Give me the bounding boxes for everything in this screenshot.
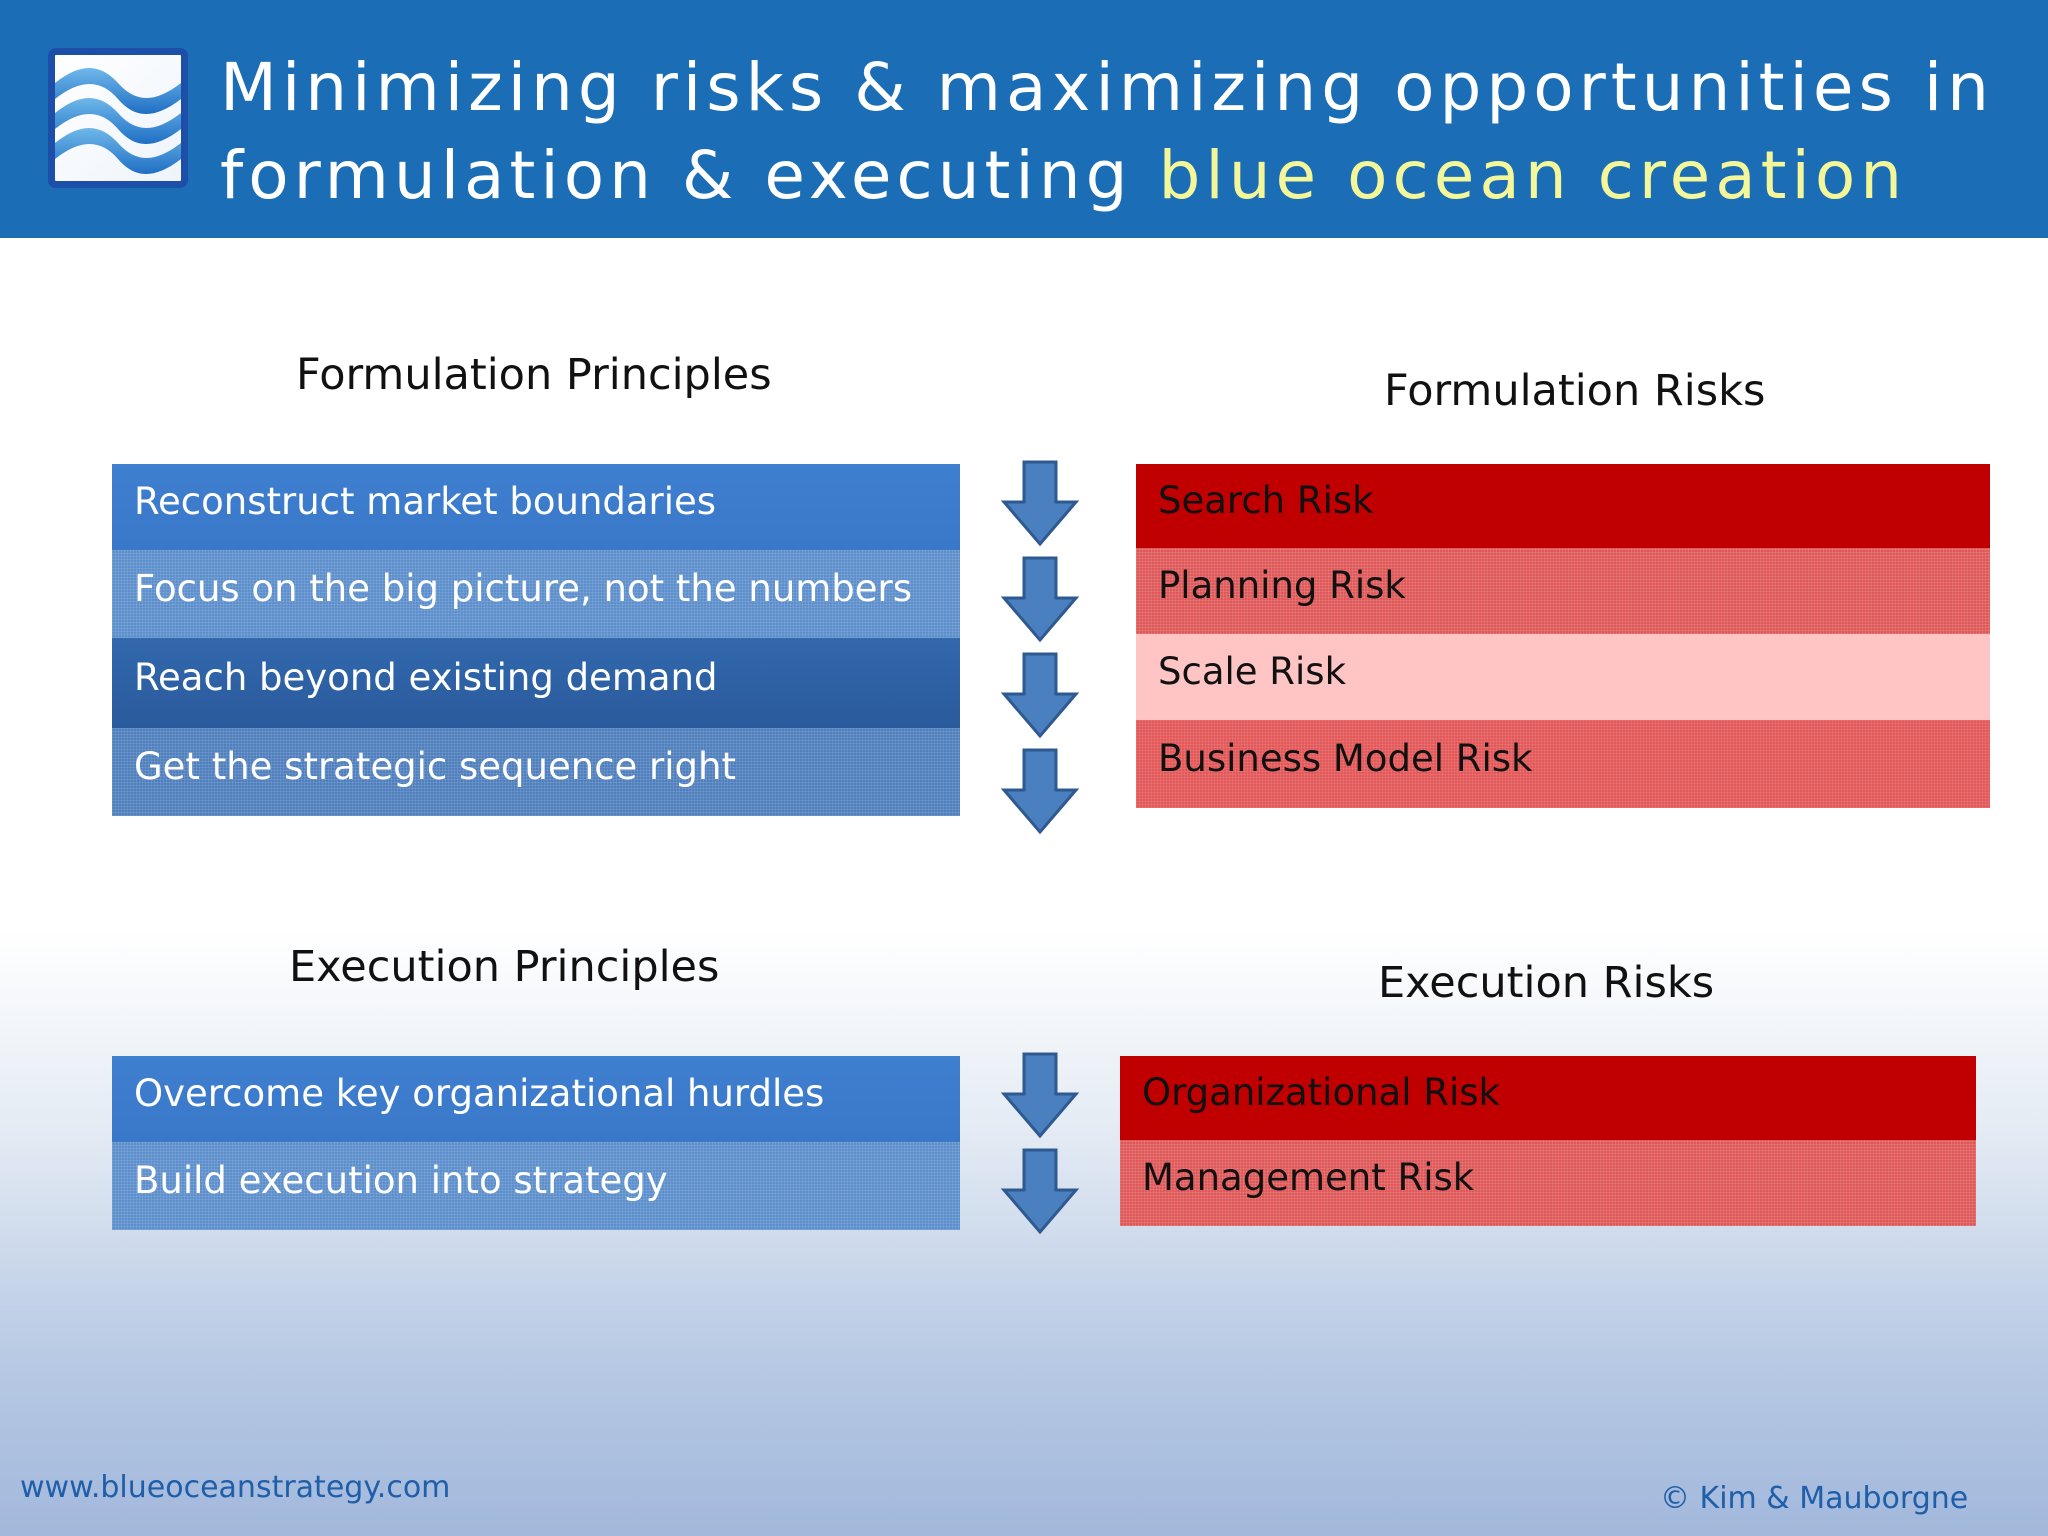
principle-label: Reach beyond existing demand bbox=[134, 655, 718, 699]
ocean-waves-icon bbox=[48, 48, 188, 188]
risk-label: Business Model Risk bbox=[1158, 736, 1533, 780]
risk-label: Management Risk bbox=[1142, 1155, 1475, 1199]
risk-label: Search Risk bbox=[1158, 478, 1374, 522]
copyright-notice: © Kim & Mauborgne bbox=[1660, 1481, 1969, 1516]
title-line-2-prefix: formulation & executing bbox=[220, 137, 1159, 214]
down-arrow-icon bbox=[1000, 460, 1080, 546]
principle-label: Overcome key organizational hurdles bbox=[134, 1071, 825, 1115]
title-line-2: formulation & executing blue ocean creat… bbox=[220, 132, 2020, 220]
title-line-1: Minimizing risks & maximizing opportunit… bbox=[220, 49, 1995, 126]
risk-label: Organizational Risk bbox=[1142, 1070, 1500, 1114]
risk-label: Planning Risk bbox=[1158, 563, 1406, 607]
principle-box: Build execution into strategy bbox=[112, 1142, 960, 1230]
header-banner: Minimizing risks & maximizing opportunit… bbox=[0, 0, 2048, 238]
down-arrow-icon bbox=[1000, 1052, 1080, 1138]
risk-label: Scale Risk bbox=[1158, 649, 1346, 693]
title-accent: blue ocean creation bbox=[1158, 137, 1908, 214]
slide-title: Minimizing risks & maximizing opportunit… bbox=[220, 44, 2020, 220]
down-arrow-icon bbox=[1000, 748, 1080, 834]
principle-label: Get the strategic sequence right bbox=[134, 744, 736, 788]
risk-box: Business Model Risk bbox=[1136, 720, 1990, 808]
principle-box: Reach beyond existing demand bbox=[112, 638, 960, 728]
principle-box: Reconstruct market boundaries bbox=[112, 464, 960, 550]
risk-box: Scale Risk bbox=[1136, 634, 1990, 720]
formulation-principles-heading: Formulation Principles bbox=[296, 350, 772, 400]
execution-risks-heading: Execution Risks bbox=[1378, 958, 1715, 1008]
principle-box: Get the strategic sequence right bbox=[112, 728, 960, 816]
principle-label: Build execution into strategy bbox=[134, 1158, 668, 1202]
down-arrow-icon bbox=[1000, 1148, 1080, 1234]
risk-box: Organizational Risk bbox=[1120, 1056, 1976, 1140]
down-arrow-icon bbox=[1000, 652, 1080, 738]
risk-box: Search Risk bbox=[1136, 464, 1990, 548]
principle-label: Reconstruct market boundaries bbox=[134, 479, 717, 523]
risk-box: Planning Risk bbox=[1136, 548, 1990, 634]
down-arrow-icon bbox=[1000, 556, 1080, 642]
execution-principles-heading: Execution Principles bbox=[289, 942, 720, 992]
formulation-risks-heading: Formulation Risks bbox=[1384, 366, 1766, 416]
website-link[interactable]: www.blueoceanstrategy.com bbox=[20, 1470, 451, 1505]
principle-box: Focus on the big picture, not the number… bbox=[112, 550, 960, 638]
principle-box: Overcome key organizational hurdles bbox=[112, 1056, 960, 1142]
risk-box: Management Risk bbox=[1120, 1140, 1976, 1226]
principle-label: Focus on the big picture, not the number… bbox=[134, 566, 913, 610]
